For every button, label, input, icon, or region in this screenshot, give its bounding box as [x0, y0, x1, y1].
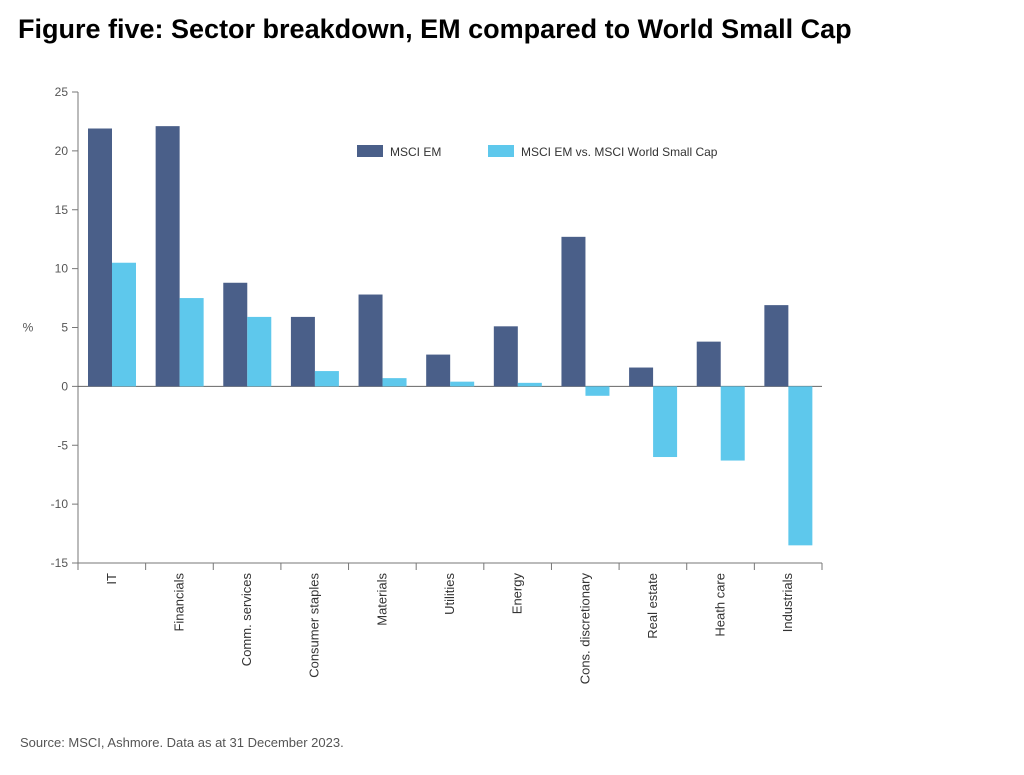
bars — [88, 126, 813, 546]
bar-msci-em-vs-world-small-cap — [179, 298, 204, 387]
bar-msci-em-vs-world-small-cap — [517, 382, 542, 387]
category-label: Consumer staples — [307, 573, 322, 678]
bar-msci-em-vs-world-small-cap — [720, 386, 745, 461]
category-label: Industrials — [780, 573, 795, 633]
category-label: Comm. services — [239, 573, 254, 667]
bar-msci-em-vs-world-small-cap — [247, 316, 272, 387]
bar-msci-em — [88, 128, 112, 387]
legend-swatch — [488, 145, 514, 157]
y-tick-label: 0 — [61, 379, 68, 393]
bar-msci-em-vs-world-small-cap — [314, 371, 339, 387]
bar-msci-em-vs-world-small-cap — [382, 378, 407, 387]
bar-msci-em — [696, 341, 721, 387]
bar-msci-em — [561, 236, 586, 387]
bar-msci-em-vs-world-small-cap — [585, 386, 610, 396]
category-label: Financials — [171, 573, 186, 632]
y-tick-label: 5 — [61, 321, 68, 335]
bar-msci-em — [629, 367, 654, 387]
legend-label: MSCI EM — [390, 145, 441, 159]
bar-msci-em-vs-world-small-cap — [450, 381, 475, 387]
chart-title: Figure five: Sector breakdown, EM compar… — [18, 14, 852, 44]
category-label: Energy — [510, 573, 525, 615]
y-tick-label: -15 — [51, 556, 69, 570]
y-tick-label: -10 — [51, 497, 69, 511]
category-label: Utilities — [442, 573, 457, 615]
category-label: Materials — [374, 573, 389, 626]
category-label: Heath care — [713, 573, 728, 637]
category-label: IT — [104, 573, 119, 585]
legend-swatch — [357, 145, 383, 157]
source-note: Source: MSCI, Ashmore. Data as at 31 Dec… — [20, 735, 344, 750]
y-axis-label: % — [23, 321, 34, 335]
bar-msci-em — [290, 316, 315, 387]
bar-msci-em — [493, 326, 518, 387]
y-tick-label: 15 — [55, 203, 69, 217]
bar-msci-em-vs-world-small-cap — [788, 386, 813, 546]
bar-msci-em-vs-world-small-cap — [653, 386, 678, 458]
y-tick-label: 25 — [55, 85, 69, 99]
y-tick-label: -5 — [57, 438, 68, 452]
category-label: Real estate — [645, 573, 660, 639]
bar-msci-em — [223, 282, 248, 387]
bar-msci-em — [358, 294, 383, 387]
bar-msci-em — [426, 354, 451, 387]
category-label: Cons. discretionary — [577, 573, 592, 685]
bar-msci-em-vs-world-small-cap — [112, 262, 136, 387]
y-tick-label: 10 — [55, 262, 69, 276]
bar-msci-em — [155, 126, 180, 387]
y-tick-label: 20 — [55, 144, 69, 158]
legend: MSCI EM MSCI EM vs. MSCI World Small Cap — [357, 145, 718, 159]
legend-label: MSCI EM vs. MSCI World Small Cap — [521, 145, 718, 159]
bar-msci-em — [764, 305, 789, 387]
